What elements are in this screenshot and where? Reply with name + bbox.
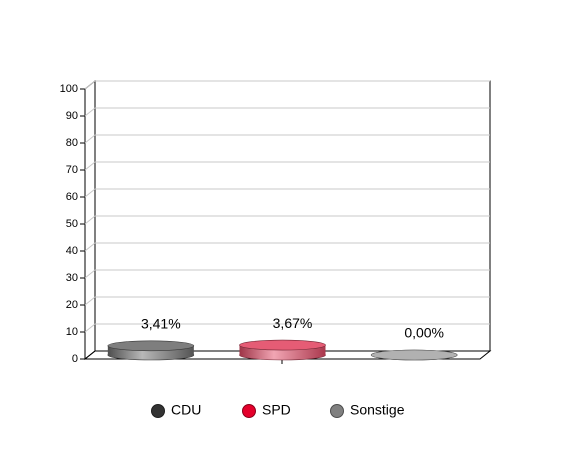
grid-line bbox=[84, 161, 96, 171]
y-tick-label: 10 bbox=[66, 326, 78, 338]
grid-line bbox=[84, 296, 96, 306]
grid-line bbox=[84, 215, 96, 225]
value-label: 3,41% bbox=[141, 315, 181, 331]
legend-marker bbox=[330, 404, 344, 418]
y-tick-label: 90 bbox=[66, 110, 78, 122]
y-tick-label: 20 bbox=[66, 299, 78, 311]
value-label: 0,00% bbox=[404, 325, 444, 341]
legend-label: CDU bbox=[171, 402, 201, 418]
grid-line bbox=[84, 107, 96, 117]
y-tick-label: 40 bbox=[66, 245, 78, 257]
grid-line bbox=[84, 188, 96, 198]
grid-line bbox=[84, 242, 96, 252]
y-tick-label: 100 bbox=[60, 83, 78, 95]
legend-label: Sonstige bbox=[350, 402, 405, 418]
y-tick-label: 60 bbox=[66, 191, 78, 203]
bar-top bbox=[107, 340, 195, 352]
y-tick-label: 30 bbox=[66, 272, 78, 284]
bar-top bbox=[239, 339, 326, 351]
grid-line bbox=[84, 323, 96, 333]
legend-label: SPD bbox=[262, 402, 291, 418]
value-label: 3,67% bbox=[273, 315, 313, 331]
grid-line bbox=[84, 269, 96, 279]
grid-line bbox=[84, 134, 96, 144]
legend-marker bbox=[151, 404, 165, 418]
legend-marker bbox=[242, 404, 256, 418]
y-tick-label: 50 bbox=[66, 218, 78, 230]
y-tick-label: 80 bbox=[66, 137, 78, 149]
y-tick-label: 70 bbox=[66, 164, 78, 176]
bar-top bbox=[370, 349, 458, 361]
grid-line bbox=[84, 80, 96, 90]
y-tick-label: 0 bbox=[72, 353, 78, 365]
